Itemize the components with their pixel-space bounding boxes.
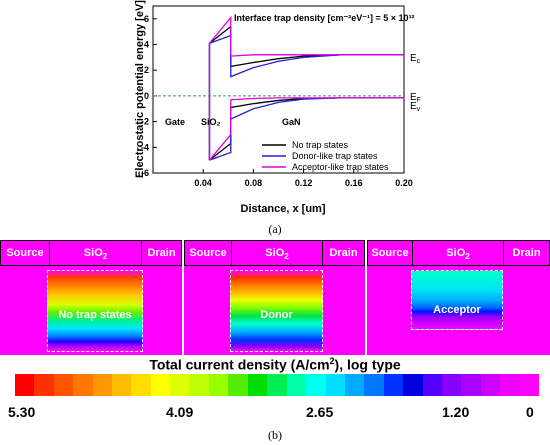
- series-line-ev: [208, 97, 404, 161]
- x-tick-label: 0.20: [395, 178, 413, 188]
- x-tick-label: 0.04: [194, 178, 212, 188]
- caption-a: (a): [268, 222, 282, 236]
- colorbar-tick: 5.30: [8, 404, 36, 420]
- y-tick-label: 0: [144, 91, 149, 101]
- device-label: Acceptor: [433, 304, 481, 316]
- legend-label: No trap states: [292, 140, 349, 150]
- region-label-oxide: SiO₂: [201, 117, 221, 127]
- sim-panel-acceptor: Source SiO 2 Drain Acceptor: [367, 240, 550, 355]
- sim-panel-donor: Source SiO 2 Drain Donor: [184, 240, 365, 355]
- colorbar-swatch: [131, 374, 151, 396]
- colorbar-swatch: [441, 374, 462, 396]
- y-tick-label: 4: [144, 40, 149, 50]
- y-tick-label: -4: [141, 142, 149, 152]
- colorbar-swatch: [247, 374, 268, 396]
- region-label-gate: Gate: [165, 117, 185, 127]
- colorbar-swatch: [383, 374, 404, 396]
- colorbar-swatch: [500, 374, 520, 396]
- colorbar-tick: 0: [526, 404, 534, 420]
- colorbar-swatch: [170, 374, 190, 396]
- colorbar-tick: 4.09: [166, 404, 194, 420]
- x-tick-label: 0.12: [295, 178, 313, 188]
- colorbar-swatch: [267, 374, 287, 396]
- panel-drain-label: Drain: [503, 240, 550, 266]
- colorbar-swatch: [480, 374, 501, 396]
- colorbar-swatch: [228, 374, 248, 396]
- device-label: Donor: [260, 309, 293, 321]
- panel-oxide-label: SiO 2: [231, 240, 323, 266]
- colorbar-swatch: [286, 374, 307, 396]
- colorbar-swatch: [112, 374, 132, 396]
- series-line-ec: [209, 25, 404, 68]
- colorbar-swatch: [150, 374, 171, 396]
- device-current-map: No trap states: [47, 270, 143, 352]
- colorbar-swatch: [15, 374, 35, 396]
- panel-oxide-label: SiO 2: [49, 240, 142, 266]
- colorbar-tick: 1.20: [442, 404, 470, 420]
- y-tick-label: -6: [141, 168, 149, 178]
- x-tick-label: 0.16: [345, 178, 363, 188]
- colorbar-swatch: [92, 374, 113, 396]
- x-axis-label: Distance, x [um]: [241, 203, 326, 215]
- legend-label: Donor-like trap states: [292, 151, 378, 161]
- y-tick-label: -2: [141, 117, 149, 127]
- colorbar-swatch: [189, 374, 210, 396]
- series-line-ec: [208, 15, 404, 57]
- panel-source-label: Source: [367, 240, 413, 266]
- chart-title: Interface trap density [cm⁻²eV⁻¹] = 5 × …: [234, 13, 415, 23]
- panel-source-label: Source: [184, 240, 232, 266]
- colorbar-title: Total current density (A/cm2), log type: [149, 356, 401, 373]
- plot-frame: [152, 5, 405, 174]
- colorbar: [15, 374, 539, 396]
- panel-drain-label: Drain: [141, 240, 182, 266]
- y-tick-label: 6: [144, 14, 149, 24]
- colorbar-swatch: [403, 374, 423, 396]
- band-label-ec: Ec: [410, 53, 421, 65]
- colorbar-swatch: [344, 374, 365, 396]
- panel-drain-label: Drain: [322, 240, 365, 266]
- x-tick-label: 0.08: [245, 178, 263, 188]
- colorbar-swatch: [34, 374, 54, 396]
- colorbar-swatch: [325, 374, 345, 396]
- colorbar-swatch: [53, 374, 74, 396]
- panel-source-label: Source: [0, 240, 50, 266]
- device-current-map: Donor: [230, 270, 323, 352]
- band-label-ef: EF: [410, 92, 421, 104]
- colorbar-swatch: [422, 374, 442, 396]
- band-diagram-chart: -6 -4 -2 0 2 4 6 0.04 0.08 0.12 0.16 0.20 Interfac…: [134, 0, 421, 215]
- colorbar-swatch: [306, 374, 326, 396]
- legend-label: Acceptor-like trap states: [292, 162, 389, 172]
- device-label: No trap states: [58, 309, 132, 321]
- region-label-gan: GaN: [282, 117, 301, 127]
- colorbar-swatch: [461, 374, 481, 396]
- caption-b: (b): [268, 428, 282, 442]
- sim-panel-no-trap: Source SiO 2 Drain No trap states: [0, 240, 182, 355]
- simulation-panels: Source SiO 2 Drain No trap states Source …: [0, 240, 550, 355]
- y-axis-label: Electrostatic potential energy [eV]: [134, 0, 146, 178]
- colorbar-swatch: [209, 374, 229, 396]
- x-axis-ticks: 0.04 0.08 0.12 0.16 0.20: [194, 169, 413, 188]
- colorbar-tick: 2.65: [306, 404, 334, 420]
- band-label-ev: Ev: [410, 101, 421, 113]
- panel-oxide-label: SiO 2: [412, 240, 504, 266]
- colorbar-swatch: [364, 374, 384, 396]
- band-curves: [208, 15, 404, 161]
- device-current-map: Acceptor: [411, 270, 503, 330]
- colorbar-swatch: [519, 374, 539, 396]
- colorbar-swatch: [73, 374, 93, 396]
- y-tick-label: 2: [144, 65, 149, 75]
